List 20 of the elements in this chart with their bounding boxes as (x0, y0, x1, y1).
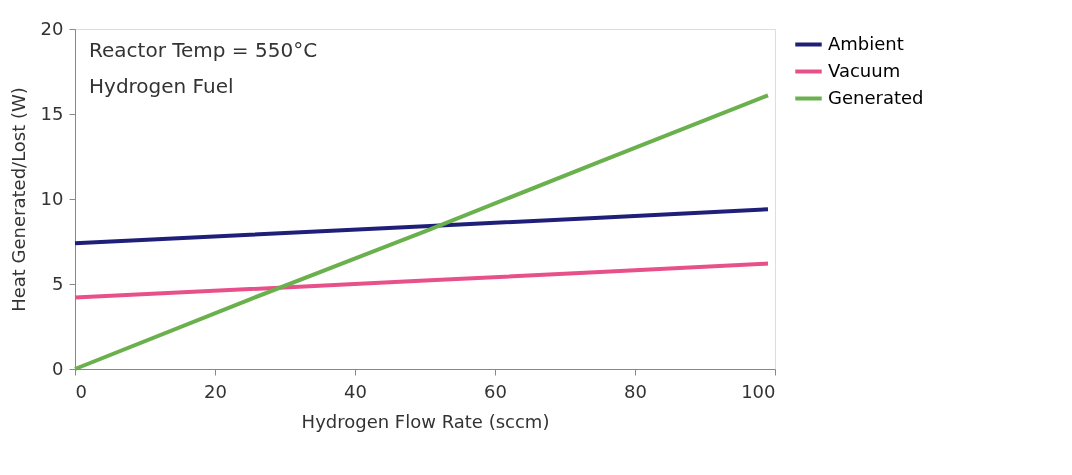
legend-label: Ambient (828, 32, 904, 54)
x-tick-label: 0 (75, 380, 87, 402)
y-tick-label: 15 (40, 102, 64, 124)
x-tick-label: 100 (741, 380, 776, 402)
x-axis-title: Hydrogen Flow Rate (sccm) (301, 410, 550, 432)
annotation: Hydrogen Fuel (89, 74, 234, 98)
y-tick-label: 5 (52, 272, 64, 294)
x-tick-label: 60 (484, 380, 507, 402)
x-tick-label: 80 (624, 380, 647, 402)
line-series (73, 207, 770, 246)
legend-label: Vacuum (828, 59, 901, 81)
line-series (73, 261, 770, 300)
x-tick-label: 40 (344, 380, 367, 402)
y-axis-title: Heat Generated/Lost (W) (7, 87, 29, 312)
legend-label: Generated (828, 86, 924, 108)
y-tick-label: 20 (40, 17, 64, 39)
annotation: Reactor Temp = 550°C (89, 38, 318, 62)
x-tick-label: 20 (204, 380, 227, 402)
y-tick-label: 0 (52, 357, 64, 379)
y-tick-label: 10 (40, 187, 64, 209)
